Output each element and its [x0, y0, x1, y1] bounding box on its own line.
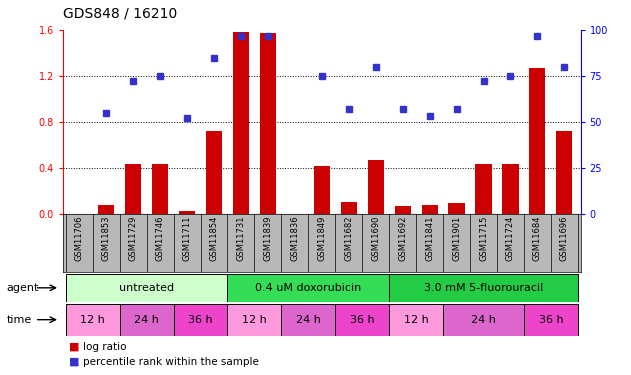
Text: GSM11731: GSM11731	[237, 216, 245, 261]
Bar	[98, 205, 114, 214]
Bar	[502, 164, 519, 214]
Text: GSM11684: GSM11684	[533, 216, 542, 261]
Text: 12 h: 12 h	[80, 315, 105, 325]
Bar	[394, 206, 411, 214]
Bar	[368, 160, 384, 214]
Bar	[66, 304, 120, 336]
Bar	[260, 33, 276, 214]
Bar	[443, 304, 524, 336]
Text: GSM11692: GSM11692	[398, 216, 407, 261]
Text: GSM11836: GSM11836	[290, 216, 299, 261]
Text: GSM11901: GSM11901	[452, 216, 461, 261]
Text: GSM11724: GSM11724	[506, 216, 515, 261]
Bar	[228, 304, 281, 336]
Bar	[228, 274, 389, 302]
Bar	[179, 211, 195, 214]
Text: GSM11706: GSM11706	[74, 216, 84, 261]
Bar	[66, 274, 228, 302]
Text: GSM11746: GSM11746	[156, 216, 165, 261]
Text: GSM11711: GSM11711	[182, 216, 192, 261]
Text: untreated: untreated	[119, 283, 174, 293]
Bar	[174, 304, 228, 336]
Text: GSM11839: GSM11839	[263, 216, 273, 261]
Bar	[206, 131, 222, 214]
Bar	[529, 68, 545, 214]
Text: GSM11853: GSM11853	[102, 216, 110, 261]
Bar	[152, 164, 168, 214]
Text: time: time	[6, 315, 32, 325]
Bar	[233, 32, 249, 214]
Bar	[422, 205, 438, 214]
Text: percentile rank within the sample: percentile rank within the sample	[83, 357, 259, 367]
Text: GSM11696: GSM11696	[560, 216, 569, 261]
Text: ■: ■	[69, 342, 80, 352]
Bar	[557, 131, 572, 214]
Text: 36 h: 36 h	[539, 315, 563, 325]
Text: GSM11682: GSM11682	[345, 216, 353, 261]
Bar	[475, 164, 492, 214]
Text: GSM11849: GSM11849	[317, 216, 326, 261]
Text: 24 h: 24 h	[296, 315, 321, 325]
Bar	[449, 203, 464, 214]
Bar	[281, 304, 335, 336]
Text: GSM11715: GSM11715	[479, 216, 488, 261]
Text: GDS848 / 16210: GDS848 / 16210	[63, 7, 177, 21]
Bar	[335, 304, 389, 336]
Text: GSM11841: GSM11841	[425, 216, 434, 261]
Text: 36 h: 36 h	[188, 315, 213, 325]
Text: 24 h: 24 h	[134, 315, 159, 325]
Bar	[524, 304, 578, 336]
Text: agent: agent	[6, 283, 38, 293]
Text: GSM11854: GSM11854	[209, 216, 218, 261]
Text: GSM11729: GSM11729	[129, 216, 138, 261]
Text: 0.4 uM doxorubicin: 0.4 uM doxorubicin	[255, 283, 362, 293]
Bar	[341, 202, 357, 214]
Bar	[389, 274, 578, 302]
Text: GSM11690: GSM11690	[371, 216, 380, 261]
Bar	[314, 165, 330, 214]
Text: log ratio: log ratio	[83, 342, 127, 352]
Text: 3.0 mM 5-fluorouracil: 3.0 mM 5-fluorouracil	[424, 283, 543, 293]
Bar	[125, 164, 141, 214]
Text: 36 h: 36 h	[350, 315, 375, 325]
Bar	[120, 304, 174, 336]
Bar	[389, 304, 443, 336]
Text: 24 h: 24 h	[471, 315, 496, 325]
Text: 12 h: 12 h	[242, 315, 267, 325]
Text: ■: ■	[69, 357, 80, 367]
Text: 12 h: 12 h	[404, 315, 428, 325]
